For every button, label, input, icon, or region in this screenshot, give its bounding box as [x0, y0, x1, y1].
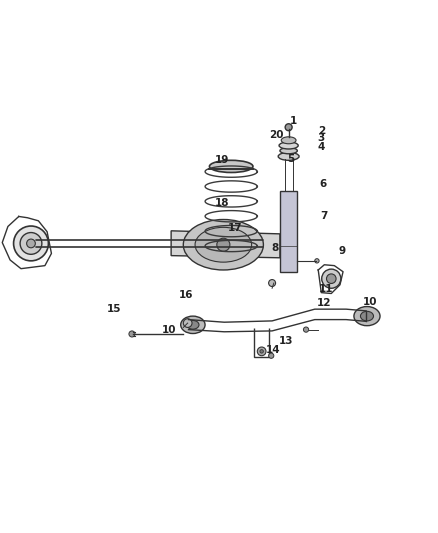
- Ellipse shape: [354, 306, 380, 326]
- Text: 11: 11: [318, 284, 333, 294]
- Ellipse shape: [184, 220, 263, 270]
- Text: 19: 19: [215, 155, 230, 165]
- Circle shape: [27, 239, 35, 248]
- Text: 10: 10: [162, 325, 176, 335]
- Circle shape: [326, 274, 336, 284]
- Text: 10: 10: [363, 297, 378, 307]
- Text: 18: 18: [215, 198, 230, 208]
- Circle shape: [129, 331, 135, 337]
- Polygon shape: [171, 231, 280, 258]
- Ellipse shape: [360, 311, 374, 321]
- Ellipse shape: [181, 316, 205, 334]
- Circle shape: [184, 319, 192, 327]
- Circle shape: [268, 279, 276, 287]
- Circle shape: [304, 327, 309, 332]
- Ellipse shape: [281, 137, 296, 144]
- Text: 5: 5: [287, 154, 294, 164]
- Circle shape: [14, 226, 48, 261]
- Text: 2: 2: [318, 126, 325, 136]
- Text: 12: 12: [317, 298, 332, 309]
- Text: 7: 7: [321, 212, 328, 221]
- Text: 16: 16: [179, 290, 194, 300]
- Text: 8: 8: [271, 243, 278, 253]
- Circle shape: [260, 350, 263, 353]
- Ellipse shape: [278, 152, 299, 160]
- Text: 9: 9: [338, 246, 345, 256]
- Circle shape: [217, 238, 230, 251]
- Text: 13: 13: [279, 336, 294, 346]
- Text: 4: 4: [318, 142, 325, 152]
- Ellipse shape: [195, 228, 252, 262]
- Circle shape: [20, 232, 42, 254]
- Circle shape: [257, 347, 266, 356]
- Text: 1: 1: [290, 116, 297, 126]
- Text: 15: 15: [106, 304, 121, 314]
- Ellipse shape: [279, 142, 298, 149]
- Text: 14: 14: [266, 345, 281, 355]
- Polygon shape: [280, 191, 297, 272]
- Text: 3: 3: [318, 133, 325, 143]
- Text: 6: 6: [319, 179, 326, 189]
- Text: 20: 20: [269, 130, 284, 140]
- Circle shape: [285, 124, 292, 131]
- Ellipse shape: [280, 148, 297, 154]
- Circle shape: [315, 259, 319, 263]
- Circle shape: [268, 353, 274, 358]
- Circle shape: [322, 269, 341, 288]
- Ellipse shape: [187, 320, 199, 329]
- Text: 17: 17: [228, 223, 243, 233]
- Ellipse shape: [209, 160, 253, 173]
